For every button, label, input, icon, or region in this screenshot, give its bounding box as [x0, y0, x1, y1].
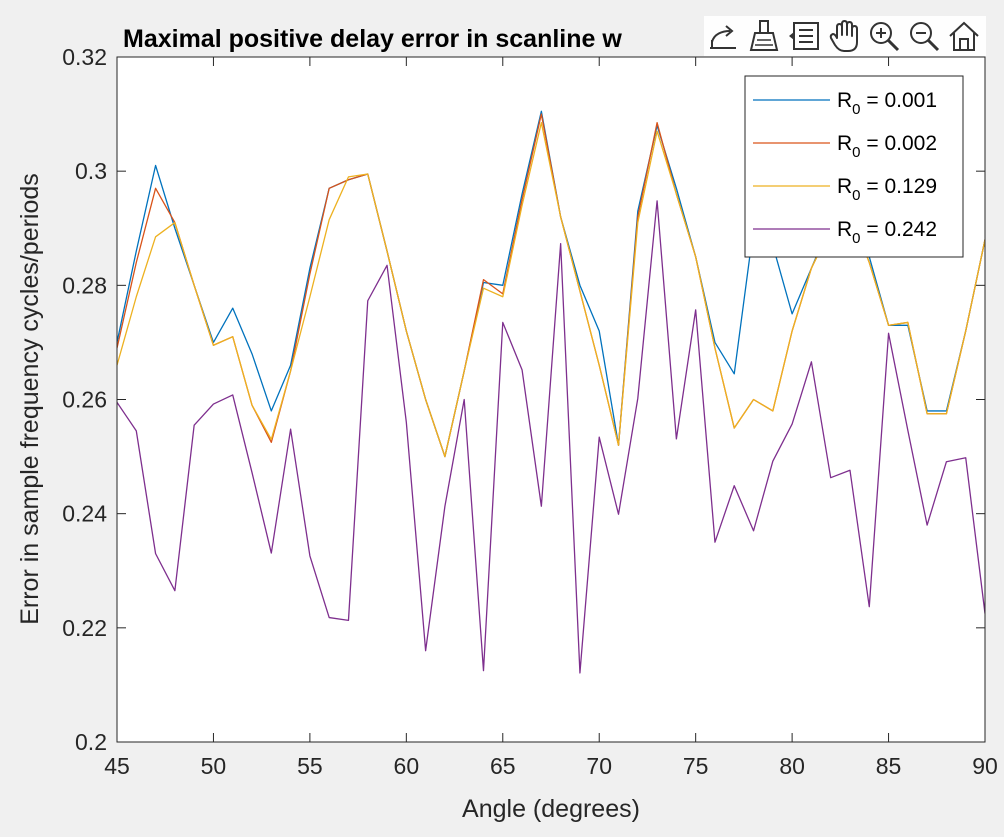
home-icon[interactable]	[946, 18, 984, 54]
y-tick-label: 0.24	[62, 501, 107, 527]
brush-icon[interactable]	[745, 18, 783, 54]
x-tick-label: 80	[779, 753, 805, 779]
y-axis-label: Error in sample frequency cycles/periods	[16, 173, 44, 625]
legend-item-3[interactable]: R0 = 0.129	[753, 175, 937, 204]
legend-label: R0 = 0.129	[837, 175, 937, 204]
x-tick-label: 65	[490, 753, 516, 779]
y-tick-label: 0.26	[62, 387, 107, 413]
x-axis: 45 50 55 60 65 70 75 80 85 90	[104, 57, 998, 779]
zoom-in-icon[interactable]	[866, 18, 904, 54]
legend-item-2[interactable]: R0 = 0.002	[753, 132, 937, 161]
x-tick-label: 60	[394, 753, 420, 779]
x-tick-label: 90	[972, 753, 998, 779]
chart-title: Maximal positive delay error in scanline…	[123, 25, 622, 53]
y-tick-label: 0.3	[75, 158, 107, 184]
zoom-out-icon[interactable]	[906, 18, 944, 54]
legend[interactable]: R0 = 0.001 R0 = 0.002 R0 = 0.129 R0 = 0.242	[744, 75, 964, 258]
x-tick-label: 75	[683, 753, 709, 779]
legend-label: R0 = 0.002	[837, 132, 937, 161]
x-tick-label: 45	[104, 753, 130, 779]
y-axis: 0.2 0.22 0.24 0.26 0.28 0.3 0.32	[62, 44, 985, 755]
axes-toolbar	[704, 16, 986, 56]
x-tick-label: 85	[876, 753, 902, 779]
export-icon[interactable]	[704, 18, 742, 54]
y-tick-label: 0.22	[62, 615, 107, 641]
x-axis-label: Angle (degrees)	[462, 795, 640, 823]
legend-label: R0 = 0.001	[837, 89, 937, 118]
pan-icon[interactable]	[827, 18, 865, 54]
datatip-icon[interactable]	[786, 18, 824, 54]
legend-item-1[interactable]: R0 = 0.001	[753, 89, 937, 118]
legend-item-4[interactable]: R0 = 0.242	[753, 218, 937, 247]
series-line-4[interactable]	[117, 200, 985, 674]
x-tick-label: 50	[201, 753, 227, 779]
y-tick-label: 0.32	[62, 44, 107, 70]
x-tick-label: 55	[297, 753, 323, 779]
legend-box	[744, 75, 964, 258]
legend-label: R0 = 0.242	[837, 218, 937, 247]
x-tick-label: 70	[586, 753, 612, 779]
y-tick-label: 0.2	[75, 729, 107, 755]
y-tick-label: 0.28	[62, 272, 107, 298]
